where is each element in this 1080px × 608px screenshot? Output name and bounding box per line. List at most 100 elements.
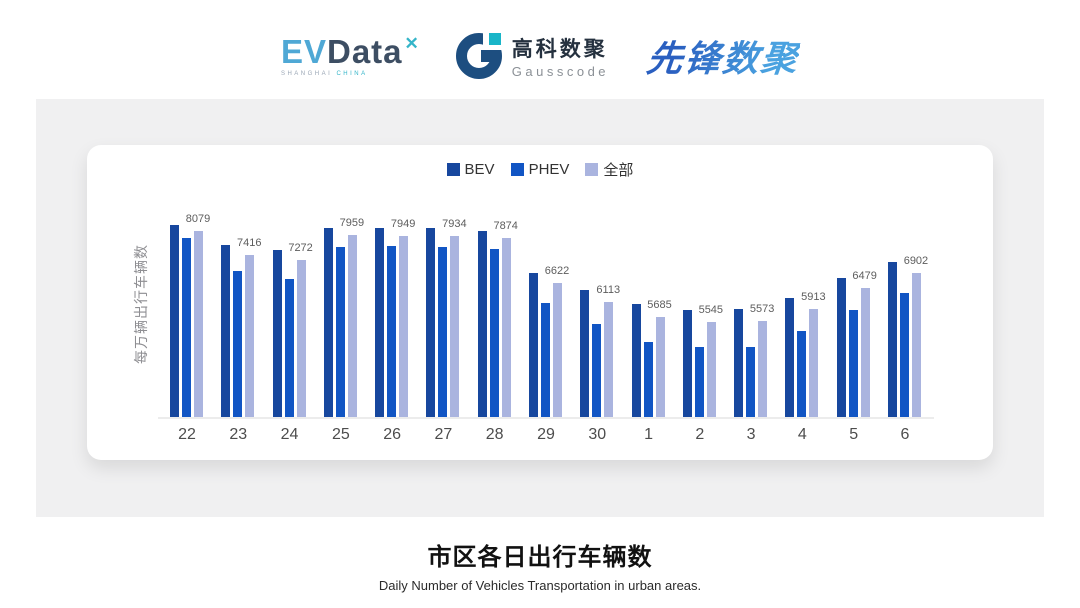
x-tick-label: 3 xyxy=(746,426,756,443)
legend-item-phev[interactable]: PHEV xyxy=(510,161,569,178)
plot-area: 8079 7416 7272 7959 7949 7934 7874 6622 6113 5685… xyxy=(158,189,934,419)
chart-card: BEV PHEV 全部 每万辆出行车辆数 8079 7416 7272 7959 7949 7… xyxy=(87,145,993,460)
bar-bev[interactable] xyxy=(272,250,282,417)
bar-bev[interactable] xyxy=(170,225,179,417)
y-axis-label: 每万辆出行车辆数 xyxy=(132,244,149,364)
bar-bev[interactable] xyxy=(221,245,231,417)
bar-bev[interactable] xyxy=(426,228,436,417)
bar-phev[interactable] xyxy=(643,342,653,417)
bar-group: 7272 xyxy=(272,242,313,417)
bar-all[interactable] xyxy=(194,231,203,417)
legend-swatch-icon xyxy=(446,162,460,176)
bar-phev[interactable] xyxy=(694,347,704,417)
bar-all[interactable] xyxy=(347,235,357,417)
gausscode-en-text: Gausscode xyxy=(511,63,610,79)
bar-bev[interactable] xyxy=(528,273,538,417)
x-tick-label: 27 xyxy=(434,426,453,443)
chart-title: 市区各日出行车辆数 xyxy=(427,544,653,571)
bar-group: 6113 xyxy=(580,284,620,417)
bar-group: 5573 xyxy=(734,303,774,417)
bar-all[interactable] xyxy=(655,317,665,417)
bar-all[interactable] xyxy=(501,238,511,417)
bar-value-label: 7416 xyxy=(237,237,262,249)
bar-group: 7874 xyxy=(477,220,518,417)
x-tick-label: 6 xyxy=(900,426,910,443)
bar-bev[interactable] xyxy=(682,310,692,417)
x-tick-label: 5 xyxy=(849,426,859,443)
bar-bev[interactable] xyxy=(580,290,590,417)
gausscode-mark-icon xyxy=(455,29,505,79)
bar-value-label: 5545 xyxy=(698,304,724,316)
bar-phev[interactable] xyxy=(233,271,243,417)
bar-phev[interactable] xyxy=(335,247,345,417)
bar-bev[interactable] xyxy=(836,278,846,417)
x-tick-label: 22 xyxy=(178,426,196,443)
bar-phev[interactable] xyxy=(438,247,448,417)
bar-all[interactable] xyxy=(911,273,921,417)
bar-group: 5913 xyxy=(785,291,826,417)
bar-bev[interactable] xyxy=(477,231,487,417)
bar-bev[interactable] xyxy=(323,228,333,417)
bar-all[interactable] xyxy=(706,322,716,417)
bar-group: 7959 xyxy=(323,217,364,417)
legend-item-all[interactable]: 全部 xyxy=(585,159,633,180)
bar-value-label: 6902 xyxy=(903,255,929,267)
bar-all[interactable] xyxy=(604,302,614,417)
gausscode-cn-text: 高科数聚 xyxy=(511,37,608,61)
x-tick-label: 23 xyxy=(229,426,248,443)
x-tick-label: 28 xyxy=(485,426,504,443)
legend-swatch-icon xyxy=(585,162,599,176)
evdata-logo: EVData ✕ SHANGHAI CHINA xyxy=(280,32,419,77)
x-tick-label: 4 xyxy=(797,426,807,443)
legend-label: 全部 xyxy=(603,161,634,179)
bar-phev[interactable] xyxy=(489,249,499,417)
bar-all[interactable] xyxy=(450,236,460,417)
bar-group: 6622 xyxy=(528,265,569,417)
bar-group: 5545 xyxy=(682,304,723,417)
bar-value-label: 7959 xyxy=(339,217,365,229)
gausscode-logo: 高科数聚 Gausscode xyxy=(455,29,610,79)
chart-panel: BEV PHEV 全部 每万辆出行车辆数 8079 7416 7272 7959 7949 7… xyxy=(36,99,1044,517)
bar-bev[interactable] xyxy=(887,262,897,417)
legend-label: BEV xyxy=(464,160,495,178)
bar-phev[interactable] xyxy=(746,347,756,417)
bar-bev[interactable] xyxy=(375,228,385,417)
x-tick-label: 29 xyxy=(537,426,555,443)
bar-all[interactable] xyxy=(552,283,562,417)
bar-value-label: 5913 xyxy=(801,291,826,303)
bar-phev[interactable] xyxy=(592,324,602,417)
legend-swatch-icon xyxy=(510,162,524,176)
bar-bev[interactable] xyxy=(734,309,744,417)
bar-all[interactable] xyxy=(809,309,819,417)
bar-all[interactable] xyxy=(245,255,255,417)
evdata-shanghai-text: SHANGHAI xyxy=(280,70,333,77)
bar-phev[interactable] xyxy=(182,238,191,417)
evdata-subtext: SHANGHAI CHINA xyxy=(281,71,418,77)
legend-item-bev[interactable]: BEV xyxy=(446,160,495,178)
bar-all[interactable] xyxy=(758,321,768,417)
bar-all[interactable] xyxy=(296,260,306,417)
x-tick-label: 26 xyxy=(383,426,402,443)
x-tick-label: 24 xyxy=(280,426,299,443)
bar-value-label: 8079 xyxy=(185,213,211,225)
bar-bev[interactable] xyxy=(785,298,795,417)
evdata-data-text: Data xyxy=(326,32,403,70)
bar-group: 5685 xyxy=(631,299,672,417)
chart-legend: BEV PHEV 全部 xyxy=(87,159,993,179)
bar-all[interactable] xyxy=(860,288,870,417)
bar-phev[interactable] xyxy=(387,246,397,417)
chart-body: 每万辆出行车辆数 8079 7416 7272 7959 7949 7934 7874 662… xyxy=(87,189,993,444)
plot-wrap: 8079 7416 7272 7959 7949 7934 7874 6622 6113 5685… xyxy=(158,189,934,444)
bar-phev[interactable] xyxy=(797,331,807,417)
bar-bev[interactable] xyxy=(631,304,641,417)
x-tick-label: 30 xyxy=(588,426,607,443)
bar-phev[interactable] xyxy=(848,310,858,417)
chart-subtitle: Daily Number of Vehicles Transportation … xyxy=(378,578,702,593)
bar-all[interactable] xyxy=(399,236,409,417)
bar-value-label: 5573 xyxy=(749,303,775,315)
evdata-ev-text: EV xyxy=(280,32,327,70)
bar-phev[interactable] xyxy=(540,303,550,417)
bar-phev[interactable] xyxy=(284,279,294,417)
bar-group: 7416 xyxy=(221,237,262,417)
bar-phev[interactable] xyxy=(899,293,909,417)
